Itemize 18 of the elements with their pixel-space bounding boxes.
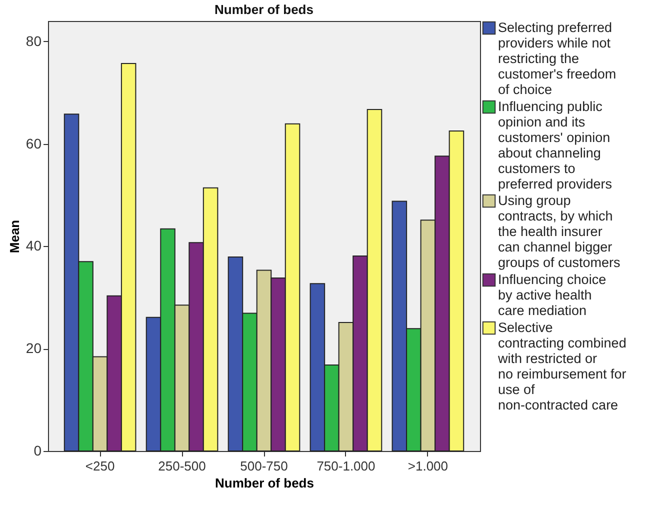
- legend-label: Influencing public opinion and its customers' opinion about channeling customers to preferred providers: [498, 99, 612, 192]
- x-tick-label: 250-500: [158, 458, 206, 474]
- x-tick-label: >1.000: [408, 458, 448, 474]
- legend-label: Selecting preferred providers while not restricting the customer's freedom of choice: [498, 20, 616, 97]
- chart-title: Number of beds: [214, 2, 314, 17]
- legend-label: Influencing choice by active health care mediation: [498, 272, 606, 318]
- x-axis-title: Number of beds: [215, 476, 314, 490]
- legend-label: Selective contracting combined with restricted or no reimbursement for use of non-contracted care: [497, 320, 627, 412]
- y-tick-label: 80: [26, 32, 42, 49]
- x-tick-label: <250: [85, 458, 115, 474]
- x-tick-label: 500-750: [240, 458, 288, 474]
- legend-label: Using group contracts, by which the health insurer can channel bigger groups of customers: [498, 193, 621, 270]
- x-tick-label: 750-1.000: [316, 458, 376, 474]
- y-tick-label: 40: [26, 238, 42, 254]
- y-tick-label: 0: [34, 442, 42, 458]
- y-tick-label: 60: [26, 135, 42, 152]
- y-axis-title: Mean: [6, 220, 22, 254]
- y-tick-label: 20: [26, 340, 42, 356]
